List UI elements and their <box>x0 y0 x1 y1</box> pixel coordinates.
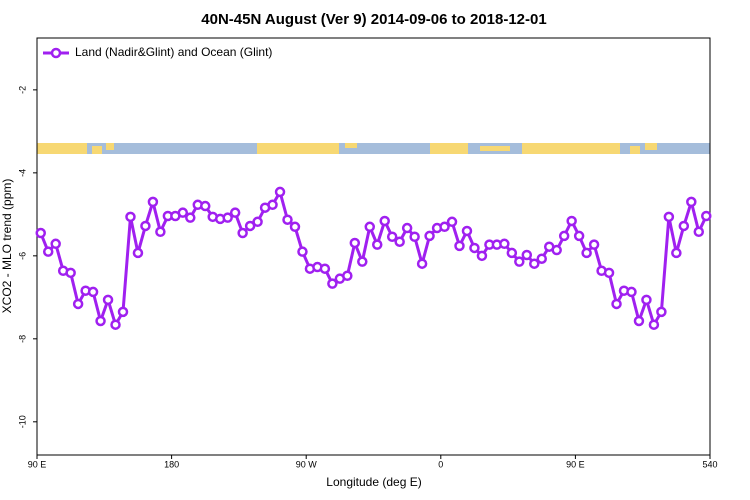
series-line <box>39 188 708 329</box>
data-point <box>222 212 233 223</box>
data-point <box>342 270 353 282</box>
data-point <box>229 207 241 218</box>
data-point <box>102 294 114 306</box>
x-tick-label: 90 E <box>566 459 585 469</box>
data-point <box>588 239 600 250</box>
data-point <box>446 216 458 228</box>
y-tick-label: -10 <box>17 415 27 428</box>
data-point <box>140 220 151 232</box>
data-point <box>671 247 682 259</box>
chart-title: 40N-45N August (Ver 9) 2014-09-06 to 201… <box>201 11 546 28</box>
y-tick-label: -8 <box>17 335 27 343</box>
y-axis-label: XCO2 - MLO trend (ppm) <box>0 179 14 314</box>
data-point <box>371 239 383 250</box>
data-point <box>686 196 697 208</box>
data-point <box>439 221 450 233</box>
data-point <box>551 244 562 256</box>
y-tick-label: -6 <box>17 252 27 260</box>
data-point <box>349 237 361 249</box>
data-point <box>297 246 308 257</box>
data-point <box>701 210 712 222</box>
data-point <box>72 298 84 310</box>
data-point <box>87 286 99 298</box>
y-tick-label: -4 <box>17 169 27 177</box>
data-point <box>357 256 368 267</box>
data-point <box>155 226 166 238</box>
data-point <box>42 246 54 257</box>
land-ocean-strip <box>37 143 710 154</box>
data-point <box>454 240 465 252</box>
data-point <box>603 267 615 279</box>
x-tick-label: 540 <box>702 459 717 469</box>
data-point <box>282 214 293 225</box>
data-point <box>521 249 533 261</box>
data-point <box>147 196 159 208</box>
data-point <box>678 220 690 232</box>
data-point <box>566 215 577 227</box>
x-tick-label: 90 W <box>296 459 318 469</box>
data-point <box>35 227 46 239</box>
data-point <box>132 247 144 259</box>
data-point <box>364 221 376 233</box>
data-point <box>185 212 196 223</box>
x-tick-label: 180 <box>164 459 179 469</box>
data-point <box>274 186 286 198</box>
data-point <box>200 200 211 212</box>
data-point <box>611 298 622 310</box>
data-point <box>536 253 547 264</box>
x-tick-label: 90 E <box>28 459 47 469</box>
data-point <box>409 231 420 242</box>
data-point <box>50 238 61 250</box>
data-point <box>267 199 278 211</box>
x-tick-label: 0 <box>438 459 443 469</box>
data-point <box>424 230 435 242</box>
data-point <box>581 247 592 259</box>
data-point <box>319 263 331 274</box>
data-point <box>648 319 660 330</box>
data-point <box>469 242 480 254</box>
data-point <box>656 306 667 318</box>
plot-frame <box>36 37 711 456</box>
data-point <box>117 306 129 318</box>
data-point <box>633 315 645 327</box>
data-point <box>237 227 248 239</box>
y-tick-label: -2 <box>17 86 27 94</box>
legend-label: Land (Nadir&Glint) and Ocean (Glint) <box>75 45 272 59</box>
data-point <box>95 315 106 327</box>
data-point <box>573 230 585 242</box>
data-point <box>289 221 301 233</box>
data-point <box>401 222 413 234</box>
data-point <box>177 207 189 218</box>
data-point <box>461 225 473 237</box>
data-point <box>244 220 256 232</box>
data-point <box>506 247 518 259</box>
data-point <box>514 256 525 267</box>
data-point <box>499 238 510 250</box>
data-point <box>394 236 405 247</box>
data-point <box>65 267 76 279</box>
data-point <box>529 258 540 269</box>
data-point <box>476 250 488 262</box>
data-point <box>327 278 338 289</box>
data-point <box>379 215 390 227</box>
data-point <box>693 226 705 238</box>
data-point <box>663 211 675 223</box>
data-point <box>125 211 136 223</box>
data-point <box>386 231 398 242</box>
x-axis-label: Longitude (deg E) <box>326 475 421 489</box>
data-point <box>252 216 263 228</box>
data-point <box>626 286 637 298</box>
data-point <box>558 230 570 242</box>
data-point <box>110 319 121 330</box>
data-point <box>641 294 652 306</box>
legend-marker <box>50 47 62 59</box>
data-point <box>416 258 428 269</box>
